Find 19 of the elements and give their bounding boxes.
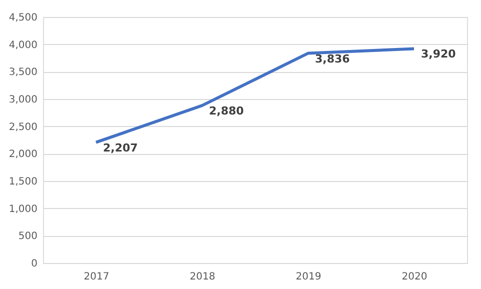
- data-label: 2,880: [209, 104, 244, 118]
- x-tick-label: 2017: [84, 272, 110, 282]
- x-tick-label: 2018: [190, 272, 216, 282]
- x-tick-label: 2020: [402, 272, 428, 282]
- y-tick-label: 2,500: [8, 122, 38, 133]
- y-tick-label: 1,500: [8, 176, 38, 188]
- y-tick-label: 0: [31, 258, 38, 270]
- y-tick-label: 4,500: [8, 12, 38, 24]
- y-tick-label: 3,000: [8, 94, 38, 106]
- y-tick-label: 3,500: [8, 67, 38, 78]
- data-label: 3,836: [315, 52, 350, 66]
- y-tick-label: 2,000: [8, 149, 38, 160]
- y-tick-label: 1,000: [8, 204, 38, 215]
- data-label: 3,920: [421, 48, 456, 61]
- x-tick-label: 2019: [296, 272, 322, 282]
- y-tick-label: 500: [18, 231, 38, 242]
- line-series: [94, 47, 416, 144]
- y-tick-label: 4,000: [8, 40, 38, 51]
- data-label: 2,207: [103, 141, 138, 154]
